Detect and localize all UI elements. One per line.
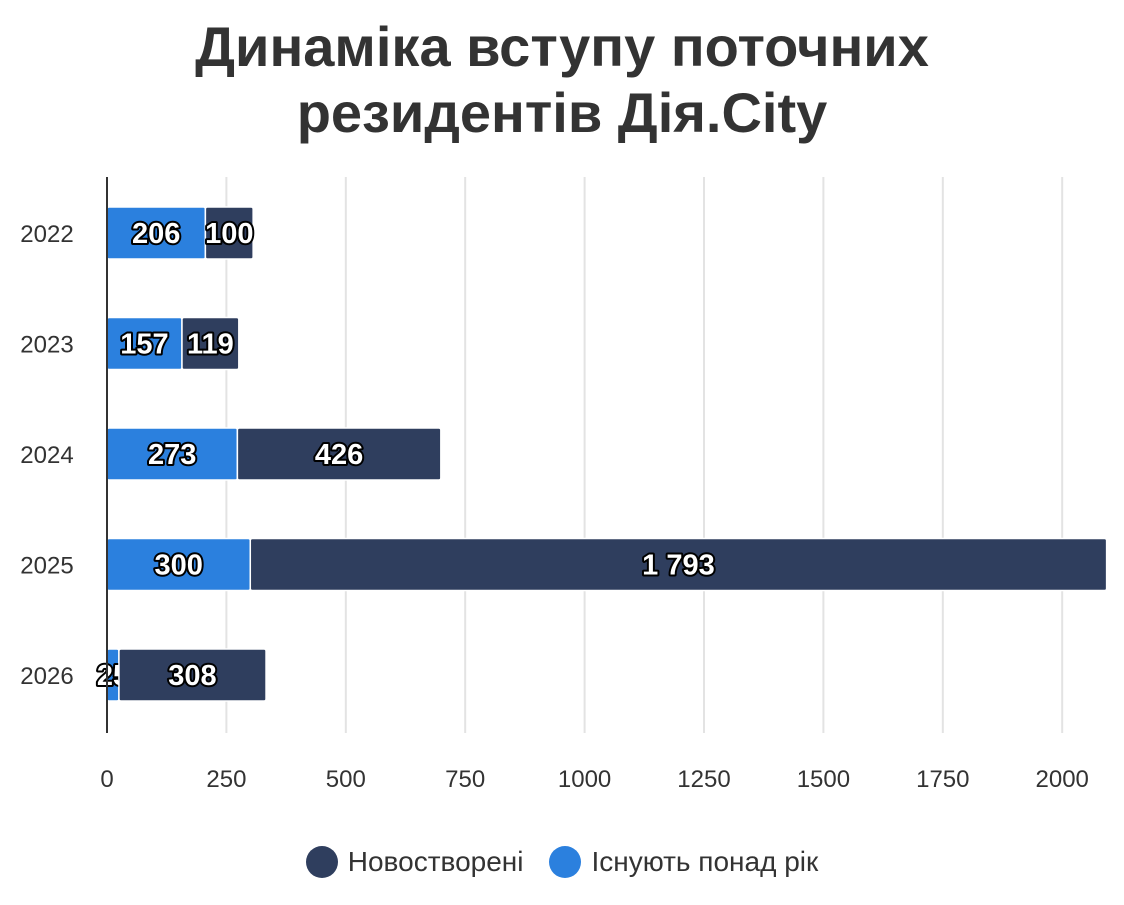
legend-label-new: Новостворені xyxy=(347,846,524,877)
x-tick-label-1750: 1750 xyxy=(916,766,969,793)
data-label-existing-2022: 206 xyxy=(132,218,180,250)
legend-item-existing[interactable]: Існують понад рік xyxy=(549,846,818,878)
chart-title-line-2: резидентів Дія.City xyxy=(296,81,828,144)
y-tick-label-2026: 2026 xyxy=(20,663,73,690)
legend-marker-existing xyxy=(549,846,582,878)
y-tick-label-2024: 2024 xyxy=(20,442,73,469)
bar-new-2025 xyxy=(249,537,1108,592)
x-tick-label-1250: 1250 xyxy=(677,766,730,793)
chart-plot: 0 250 500 750 1000 1250 1500 1750 2000 2022 206 100… xyxy=(20,177,1108,793)
x-tick-label-500: 500 xyxy=(326,766,366,793)
x-tick-label-0: 0 xyxy=(100,766,113,793)
bar-new-2022 xyxy=(204,206,254,260)
y-tick-label-2022: 2022 xyxy=(20,221,73,248)
data-label-existing-2025: 300 xyxy=(154,550,202,582)
chart-title-line-1: Динаміка вступу поточних xyxy=(195,15,929,78)
legend-label-existing: Існують понад рік xyxy=(591,846,819,877)
legend-item-new[interactable]: Новостворені xyxy=(305,846,524,878)
legend: Новостворені Існують понад рік xyxy=(0,846,1124,878)
x-tick-label-250: 250 xyxy=(206,766,246,793)
x-tick-label-1500: 1500 xyxy=(797,766,850,793)
chart-title: Динаміка вступу поточних резидентів Дія.… xyxy=(0,14,1124,146)
data-label-new-2024: 426 xyxy=(315,439,363,471)
y-tick-label-2023: 2023 xyxy=(20,332,73,359)
bar-new-2026 xyxy=(118,648,267,702)
bar-new-2024 xyxy=(236,427,442,481)
x-tick-label-2000: 2000 xyxy=(1036,766,1089,793)
data-label-new-2025: 1 793 xyxy=(642,550,715,582)
x-tick-label-750: 750 xyxy=(445,766,485,793)
data-label-new-2022: 100 xyxy=(205,218,253,250)
legend-marker-new xyxy=(305,846,338,878)
data-label-existing-2024: 273 xyxy=(148,439,196,471)
data-label-existing-2023: 157 xyxy=(120,329,168,361)
bar-new-2023 xyxy=(181,316,240,371)
y-tick-label-2025: 2025 xyxy=(20,553,73,580)
data-label-new-2026: 308 xyxy=(168,660,216,692)
x-tick-label-1000: 1000 xyxy=(558,766,611,793)
data-label-new-2023: 119 xyxy=(187,329,234,361)
